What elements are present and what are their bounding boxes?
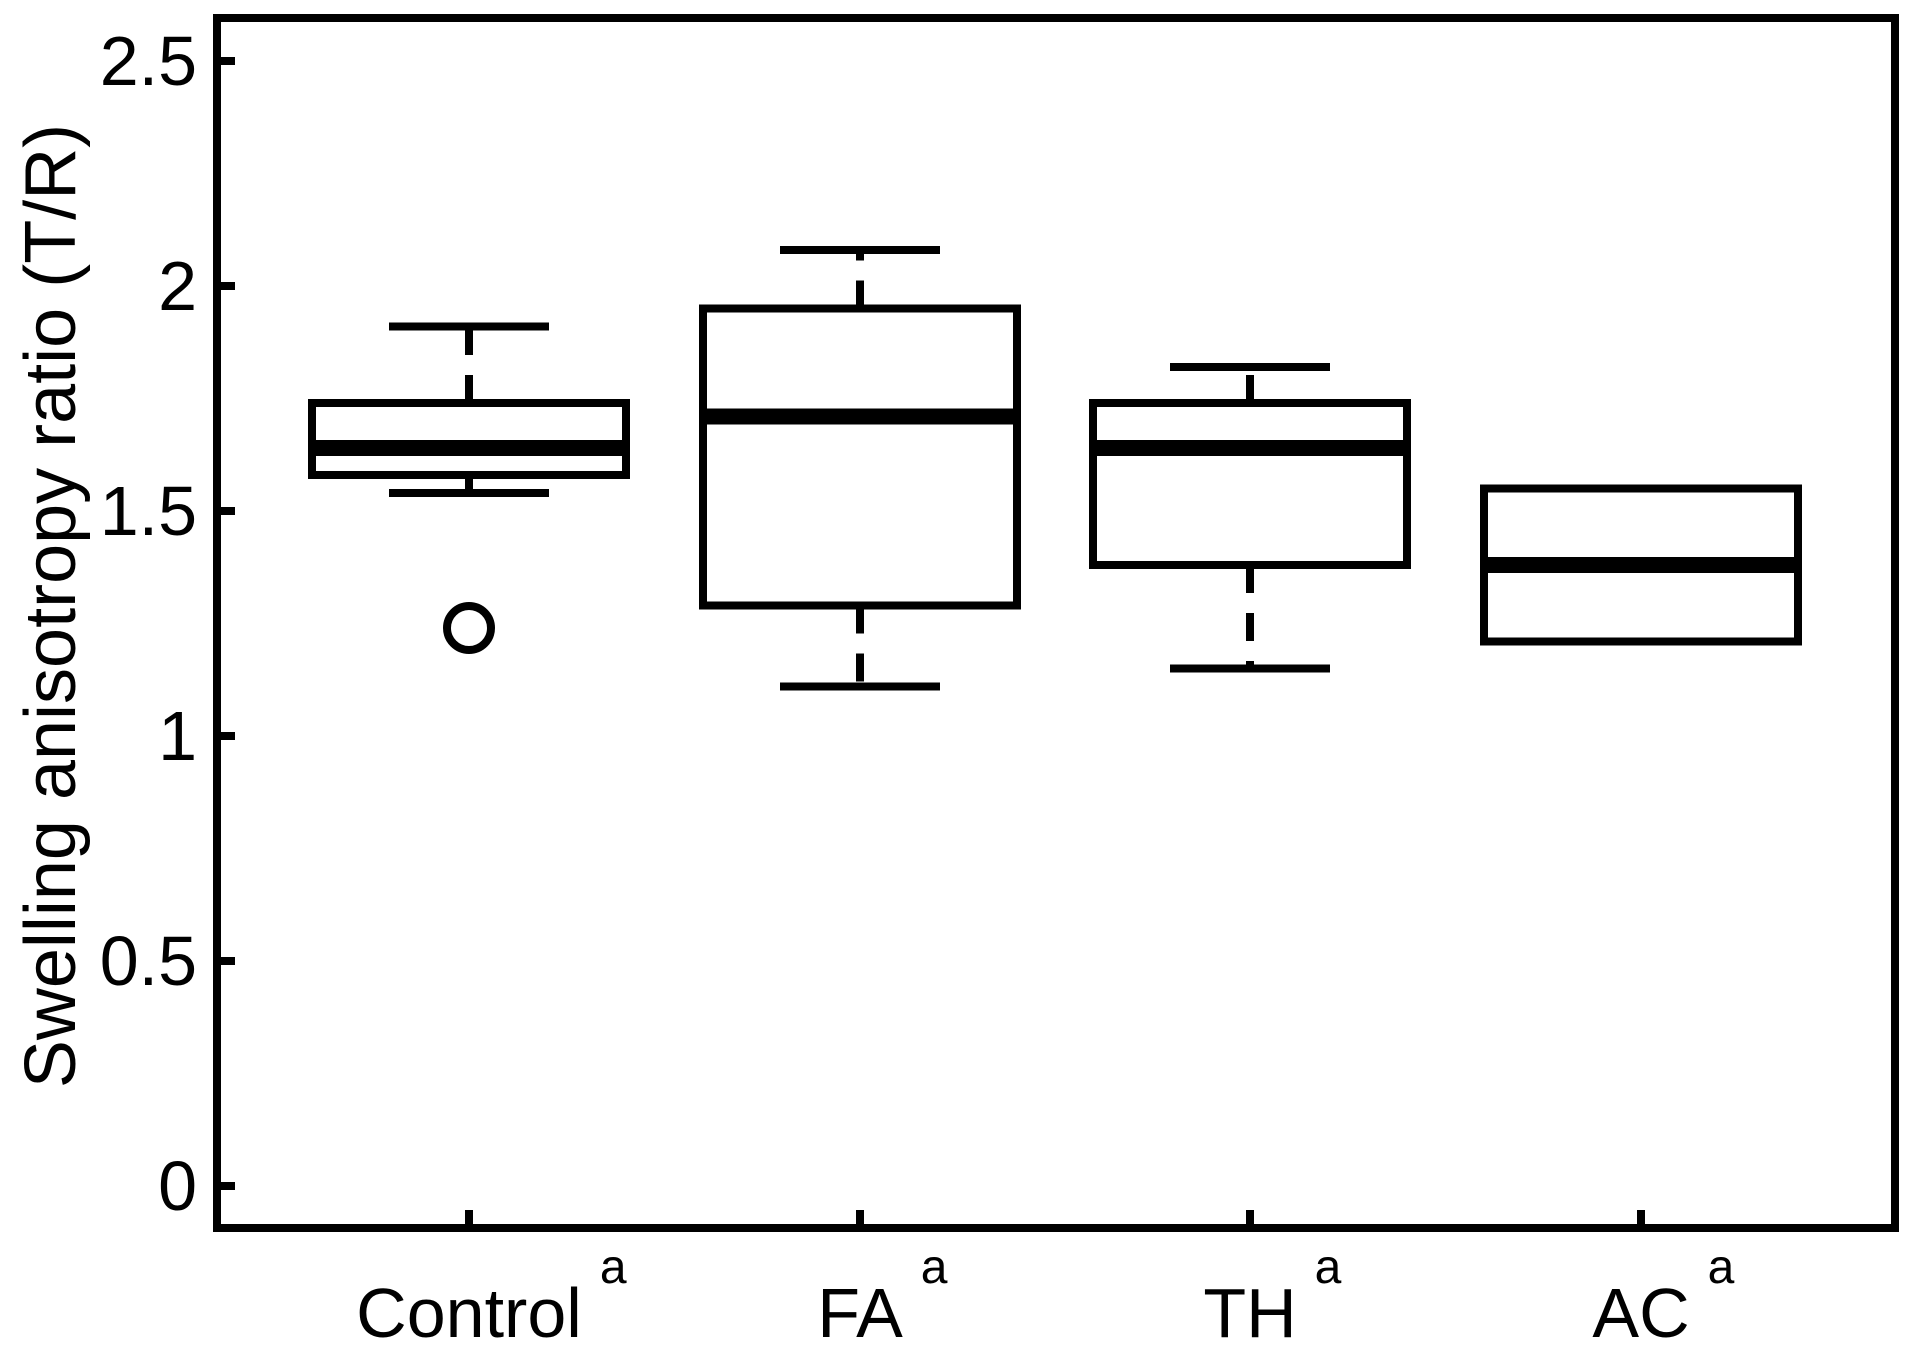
y-tick-label-2: 2: [158, 247, 197, 325]
y-tick-label-0: 0: [158, 1147, 197, 1225]
y-tick-label-1: 1: [158, 697, 197, 775]
box-th: [1089, 399, 1411, 569]
x-label-text: Control: [356, 1274, 582, 1352]
x-label-control: Control a: [356, 1244, 626, 1349]
x-label-superscript: a: [1314, 1241, 1342, 1294]
x-label-text: FA: [817, 1274, 903, 1352]
box-control: [308, 399, 630, 479]
x-label-text: TH: [1203, 1274, 1297, 1352]
y-tick-label-1.5: 1.5: [99, 472, 197, 550]
x-label-th: TH a: [1203, 1244, 1341, 1349]
box-fa: [699, 304, 1021, 610]
x-label-ac: AC a: [1592, 1244, 1734, 1349]
x-label-superscript: a: [599, 1241, 627, 1294]
x-label-fa: FA a: [817, 1244, 947, 1349]
x-label-superscript: a: [1707, 1241, 1735, 1294]
outlier-point-control: [443, 602, 495, 654]
y-tick-label-2.5: 2.5: [99, 22, 197, 100]
x-label-text: AC: [1592, 1274, 1690, 1352]
x-label-superscript: a: [920, 1241, 948, 1294]
y-tick-label-0.5: 0.5: [99, 922, 197, 1000]
plot-frame: [213, 14, 1899, 1232]
